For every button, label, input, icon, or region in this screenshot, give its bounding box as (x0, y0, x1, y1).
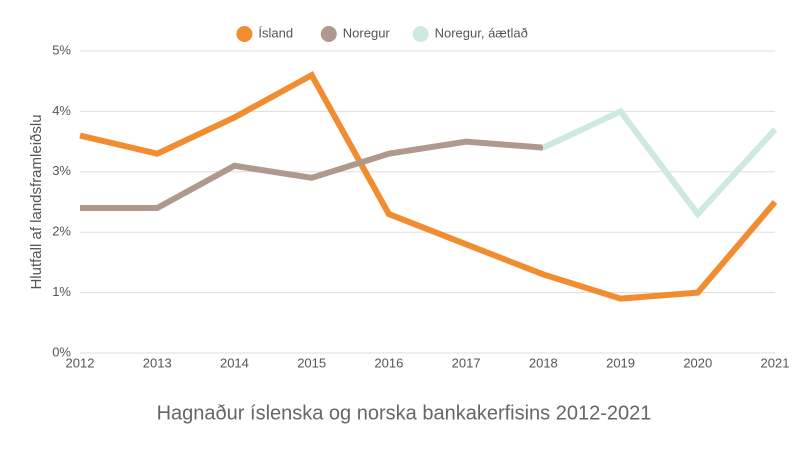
x-tick-label: 2016 (374, 355, 403, 370)
x-tick-label: 2021 (761, 355, 790, 370)
line (79, 71, 778, 302)
line (80, 138, 544, 212)
x-tick-label: 2018 (529, 355, 558, 370)
legend-marker (236, 26, 253, 42)
y-tick-label: 2% (52, 224, 71, 239)
x-tick-label: 2012 (66, 355, 95, 370)
y-tick-label: 3% (52, 163, 71, 178)
y-tick-label: 5% (52, 42, 71, 57)
y-tick-label: 1% (52, 284, 71, 299)
x-tick-label: 2019 (606, 355, 635, 370)
y-tick-label: 0% (52, 344, 71, 359)
legend-label: Noregur (343, 25, 391, 40)
legend-marker (412, 26, 429, 42)
y-axis-label: Hlutfall af landsframleiðslu (28, 114, 45, 289)
x-tick-label: 2020 (683, 355, 712, 370)
x-tick-label: 2013 (143, 355, 172, 370)
x-tick-label: 2017 (452, 355, 481, 370)
legend-label: Ísland (258, 25, 293, 40)
line (542, 107, 778, 219)
x-tick-label: 2014 (220, 355, 249, 370)
x-tick-label: 2015 (297, 355, 326, 370)
legend-label: Noregur, áætlað (435, 25, 528, 40)
chart-title: Hagnaður íslenska og norska bankakerfisi… (157, 402, 652, 424)
y-tick-label: 4% (52, 103, 71, 118)
legend-marker (320, 26, 337, 42)
